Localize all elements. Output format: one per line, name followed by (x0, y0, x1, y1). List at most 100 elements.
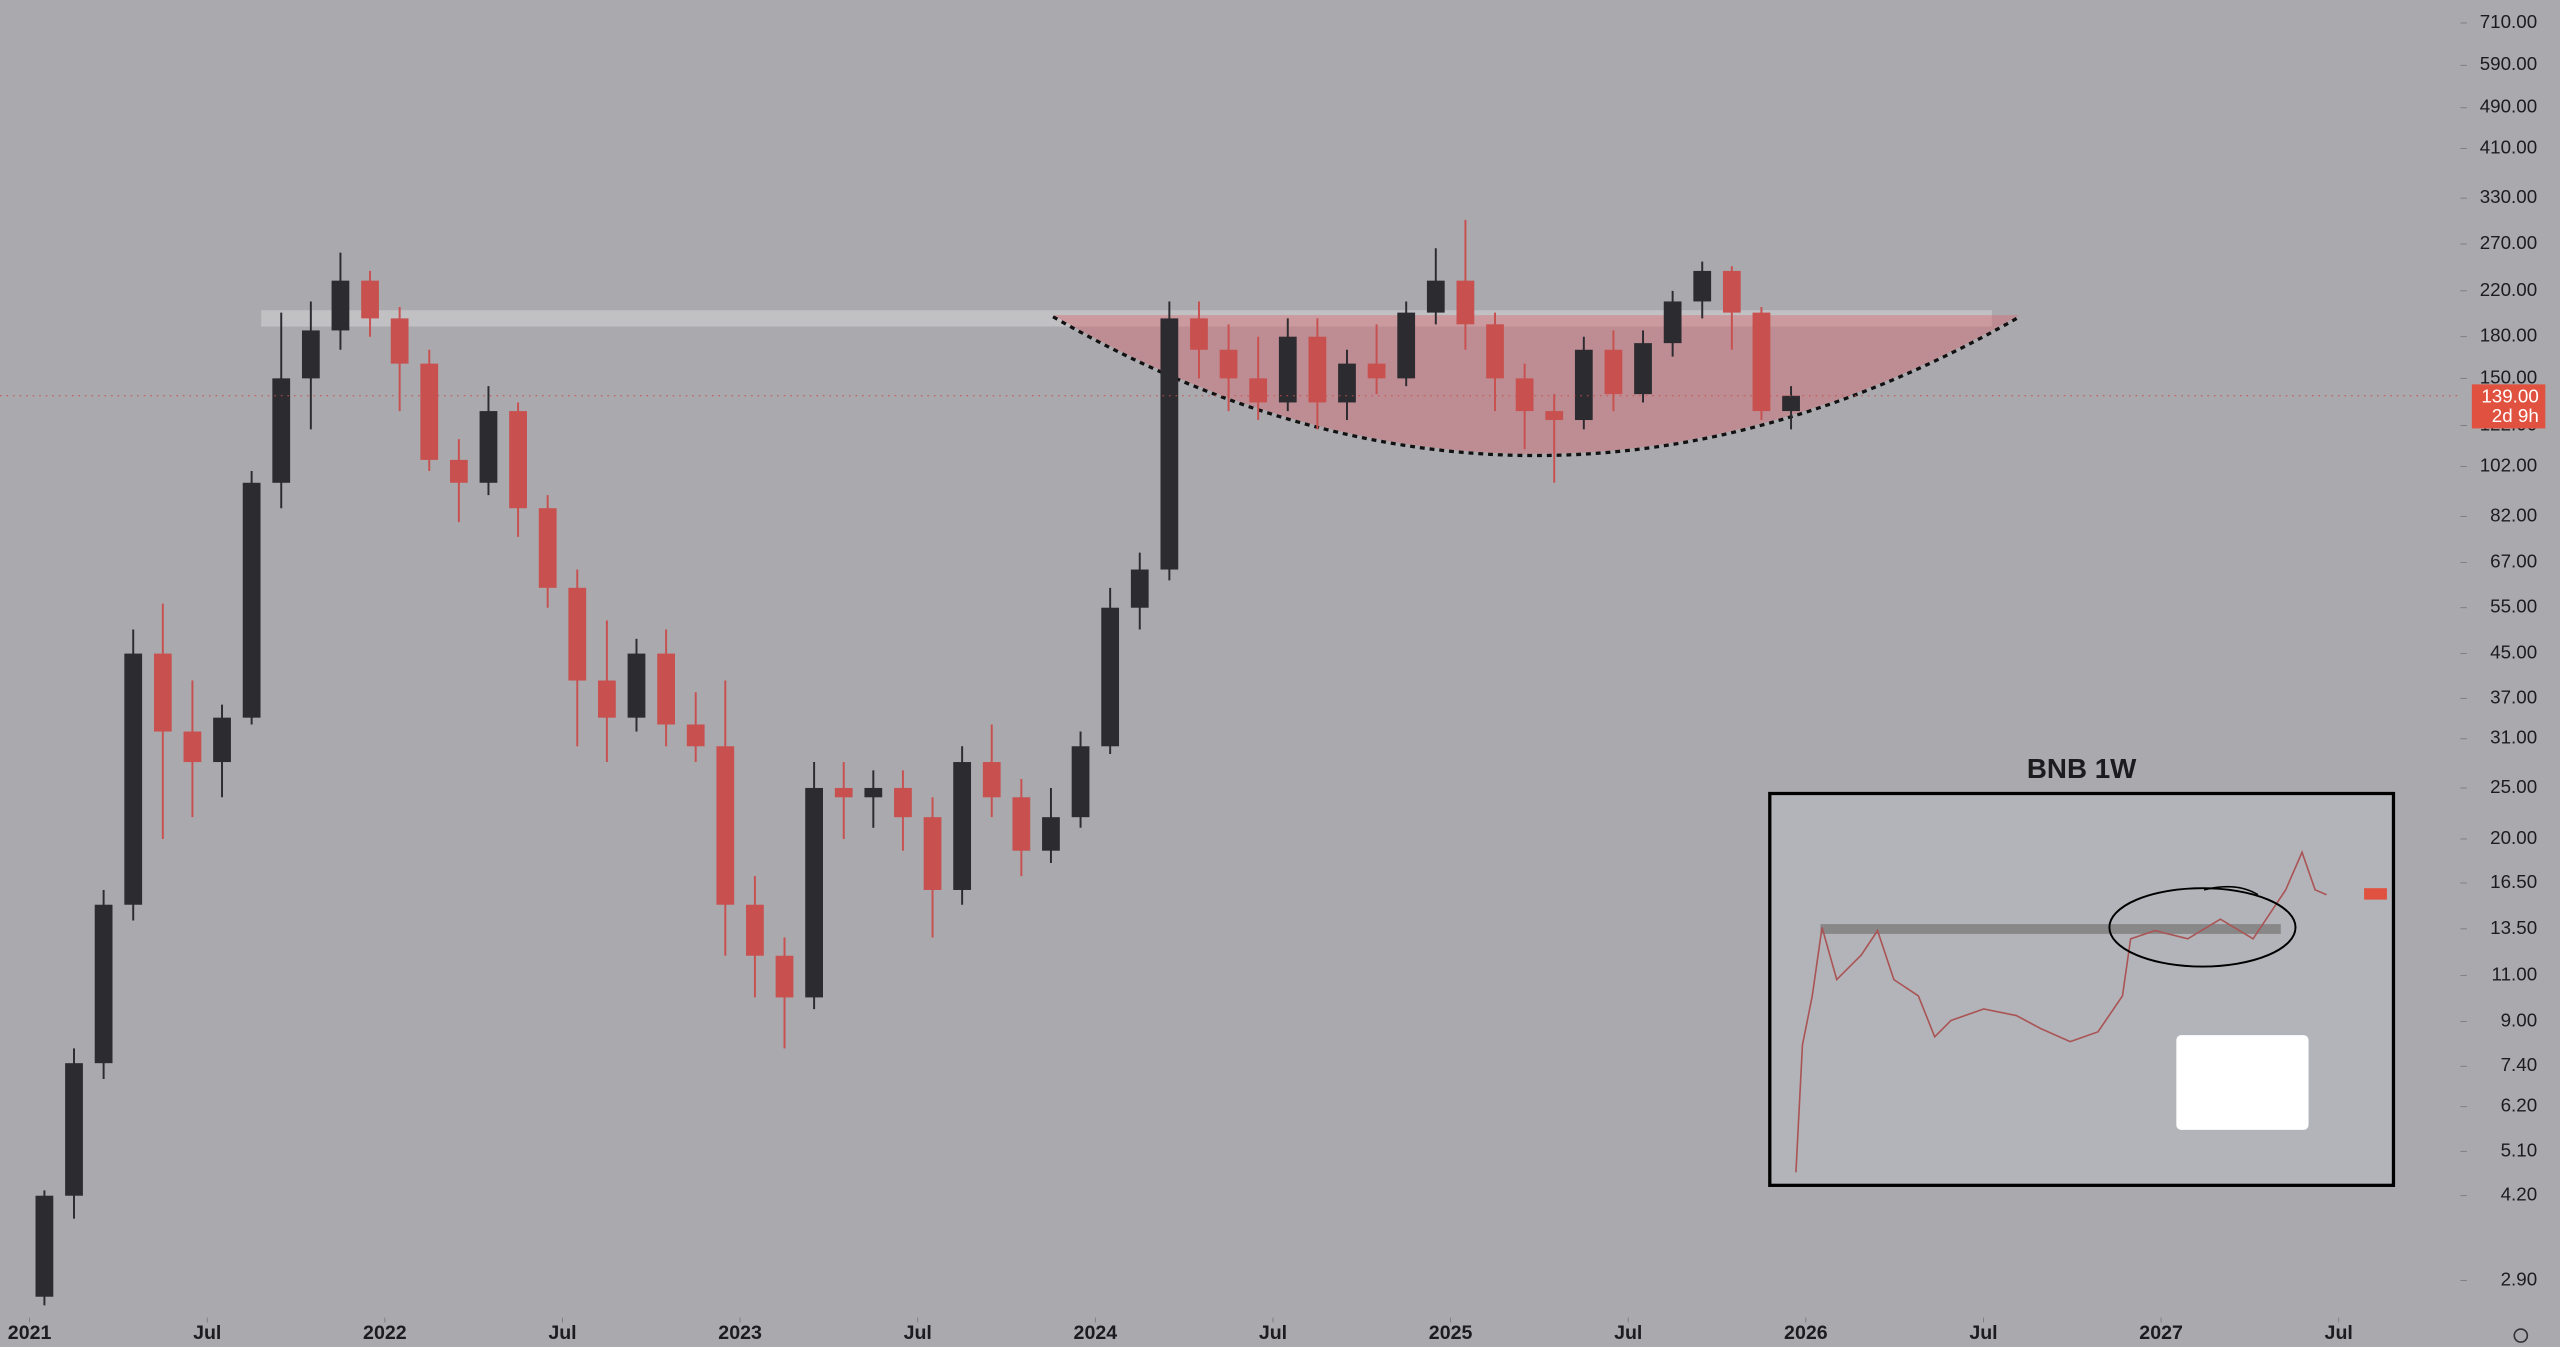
y-tick-label: 220.00 (2480, 279, 2537, 300)
candle-body (1574, 349, 1593, 421)
candle-body (94, 904, 113, 1064)
candle-body (1219, 349, 1238, 379)
candle-body (1693, 270, 1712, 302)
y-tick-label: 180.00 (2480, 325, 2537, 346)
candle-body (775, 955, 794, 998)
candle-body (982, 762, 1001, 798)
settings-icon[interactable] (2513, 1328, 2529, 1343)
candle-body (1752, 312, 1771, 412)
candle-body (479, 411, 498, 483)
y-tick-label: 67.00 (2490, 551, 2537, 572)
candle-body (183, 731, 202, 763)
candle-body (923, 817, 942, 890)
y-tick-label: 270.00 (2480, 232, 2537, 253)
y-tick-label: 13.50 (2490, 917, 2537, 938)
y-tick-label: 16.50 (2490, 871, 2537, 892)
candle-body (657, 653, 675, 725)
candle-body (716, 746, 735, 905)
candle-body (1071, 746, 1090, 818)
y-tick-label: 330.00 (2480, 186, 2537, 207)
candle-body (213, 717, 231, 763)
candle-body (1486, 324, 1504, 379)
y-tick-label: 590.00 (2480, 53, 2537, 74)
inset-arrow (2203, 885, 2259, 896)
y-tick-label: 20.00 (2490, 827, 2537, 848)
candle-body (1012, 797, 1031, 851)
y-tick-label: 82.00 (2490, 504, 2537, 525)
y-tick-label: 9.00 (2501, 1009, 2538, 1030)
candle-body (509, 411, 527, 509)
x-tick-label: Jul (1969, 1322, 1997, 1344)
x-tick-label: 2021 (8, 1322, 52, 1344)
candles (35, 219, 1800, 1306)
candle-body (1338, 363, 1356, 403)
y-tick-label: 102.00 (2480, 454, 2537, 475)
y-tick-label: 55.00 (2490, 596, 2537, 617)
inset-ellipse (2108, 887, 2297, 968)
candle-body (1426, 280, 1445, 313)
candle-body (746, 904, 764, 956)
x-tick-label: 2022 (363, 1322, 407, 1344)
candle-body (627, 653, 646, 718)
y-tick-label: 37.00 (2490, 686, 2537, 707)
candle-body (1101, 607, 1120, 747)
candle-body (1249, 378, 1268, 403)
inset-tweet (2176, 1035, 2309, 1130)
y-tick-label: 490.00 (2480, 96, 2537, 117)
y-tick-label: 11.00 (2492, 964, 2538, 985)
inset: BNB 1W (1768, 753, 2396, 1187)
y-tick-label: 5.10 (2501, 1139, 2538, 1160)
candle-body (35, 1195, 54, 1297)
inset-band (1820, 924, 2281, 934)
candle-body (953, 762, 972, 890)
candle-body (1604, 349, 1623, 395)
y-tick-label: 25.00 (2490, 776, 2537, 797)
y-tick-label: 7.40 (2501, 1054, 2538, 1075)
x-tick-label: 2026 (1784, 1322, 1828, 1344)
rounded-arc (1052, 315, 2021, 458)
candle-body (1042, 817, 1060, 851)
candle-body (1130, 569, 1149, 608)
x-tick-label: 2025 (1429, 1322, 1473, 1344)
candle-body (1456, 280, 1475, 325)
x-tick-label: 2023 (718, 1322, 762, 1344)
candle-body (331, 280, 350, 331)
y-tick-label: 6.20 (2501, 1095, 2538, 1116)
candle-body (686, 724, 705, 747)
candle-body (805, 787, 823, 998)
candle-body (1782, 395, 1800, 412)
y-tick-label: 45.00 (2490, 642, 2537, 663)
candle-body (1308, 336, 1327, 403)
candle-body (390, 318, 409, 364)
y-tick-label: 31.00 (2490, 727, 2537, 748)
y-tick-label: 710.00 (2480, 11, 2537, 32)
x-tick-label: Jul (2325, 1322, 2353, 1344)
candle-body (242, 482, 261, 718)
candle-body (1367, 363, 1386, 379)
candle-body (420, 363, 439, 460)
y-tick-label: 2.90 (2501, 1268, 2538, 1289)
candle-body (65, 1063, 83, 1196)
candle-body (449, 459, 468, 483)
candle-body (568, 587, 587, 681)
candle-body (1545, 411, 1564, 421)
x-tick-label: 2024 (1074, 1322, 1118, 1344)
candle-body (301, 330, 320, 379)
candle-body (598, 680, 616, 718)
last-price-tag (2471, 384, 2546, 429)
candle-body (1663, 301, 1682, 344)
candle-body (864, 787, 883, 798)
resistance-band (261, 310, 1992, 327)
x-tick-label: Jul (193, 1322, 221, 1344)
y-tick-label: 4.20 (2501, 1184, 2538, 1205)
y-tick-label: 410.00 (2480, 136, 2537, 157)
candle-body (272, 378, 291, 483)
x-tick-label: Jul (1259, 1322, 1287, 1344)
candle-body (153, 653, 172, 732)
candle-body (1160, 318, 1179, 570)
last-price-label: 139.00 (2481, 385, 2538, 406)
candle-body (1634, 343, 1652, 395)
inset-title: BNB 1W (2027, 753, 2137, 784)
